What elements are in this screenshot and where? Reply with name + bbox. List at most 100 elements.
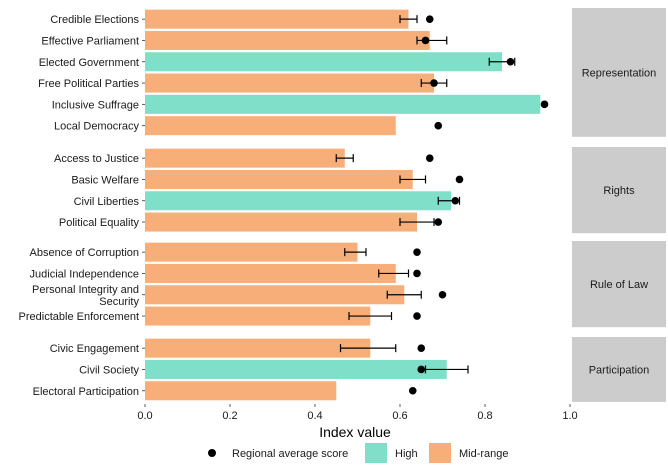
average-point [425, 154, 434, 162]
average-point [506, 57, 515, 66]
legend-label: High [395, 448, 418, 460]
legend-item-regional-average-score: Regional average score [208, 448, 348, 460]
y-tick-label: Elected Government [39, 57, 139, 69]
row-political-equality: Political Equality [59, 212, 443, 232]
x-tick-label: 0.2 [222, 410, 237, 422]
y-tick-label: Civic Engagement [50, 343, 139, 355]
y-tick-label: Political Equality [59, 217, 140, 229]
legend-item-high: High [365, 443, 418, 463]
bar [145, 73, 434, 93]
average-point [540, 100, 549, 109]
row-credible-elections: Credible Elections [50, 9, 434, 29]
bar [145, 9, 409, 29]
legend: Regional average score High Mid-range [208, 443, 509, 463]
bar [145, 169, 413, 189]
bar [145, 148, 345, 168]
average-point [455, 175, 464, 184]
legend-key-point [208, 449, 216, 457]
average-point [425, 15, 434, 23]
y-tick-label: Basic Welfare [71, 174, 139, 186]
panel-strip [572, 241, 666, 328]
x-tick-label: 0.6 [392, 410, 407, 422]
legend-key-swatch [365, 443, 387, 463]
x-axis-title: Index value [319, 424, 391, 440]
x-tick-label: 1.0 [562, 410, 577, 422]
bar [145, 191, 451, 211]
legend-label: Mid-range [459, 448, 509, 460]
panel-strip-label: Participation [589, 364, 650, 376]
y-tick-label: Electoral Participation [33, 386, 139, 398]
panel-strip [572, 147, 666, 234]
row-basic-welfare: Basic Welfare [71, 169, 464, 189]
y-tick-label: Absence of Corruption [30, 247, 139, 259]
panel-rule-of-law: Rule of Law Absence of Corruption Judicial… [19, 241, 666, 328]
y-tick-label: Free Political Parties [38, 78, 139, 90]
y-tick-label: Access to Justice [54, 153, 139, 165]
row-inclusive-suffrage: Inclusive Suffrage [52, 94, 549, 114]
bar [145, 359, 447, 379]
x-tick-label: 0.8 [477, 410, 492, 422]
average-point [413, 269, 421, 278]
row-absence-of-corruption: Absence of Corruption [30, 242, 421, 262]
chart-panels: Representation Credible Elections Effectiv… [19, 8, 666, 402]
panel-strip [572, 8, 666, 137]
bar [145, 52, 502, 72]
bar [145, 212, 417, 232]
panel-strip-label: Representation [582, 67, 657, 79]
average-point [451, 196, 460, 205]
row-access-to-justice: Access to Justice [54, 148, 434, 168]
label-line: Security [99, 296, 139, 308]
bar [145, 30, 430, 50]
x-tick-label: 0.4 [307, 410, 322, 422]
x-axis: 0.0 0.2 0.4 0.6 0.8 1.0 [137, 404, 578, 422]
y-tick-label: Credible Elections [50, 14, 139, 26]
bar [145, 285, 405, 305]
row-elected-government: Elected Government [39, 52, 516, 72]
y-tick-label: Inclusive Suffrage [52, 99, 139, 111]
label-line: Personal Integrity and [32, 284, 139, 296]
row-free-political-parties: Free Political Parties [38, 73, 448, 93]
panel-participation: Participation Civic Engagement Civil Socie… [33, 337, 666, 402]
bar [145, 338, 371, 358]
panel-strip-label: Rule of Law [590, 279, 648, 291]
bar [145, 116, 396, 136]
panel-rights: Rights Access to Justice Basic Welfare Civi… [54, 147, 666, 234]
row-civic-engagement: Civic Engagement [50, 338, 426, 358]
legend-item-mid-range: Mid-range [429, 443, 509, 463]
average-point [417, 344, 426, 352]
legend-label: Regional average score [232, 448, 348, 460]
panel-strip-label: Rights [603, 185, 635, 197]
bar [145, 242, 358, 262]
average-point [430, 79, 438, 87]
bar [145, 381, 337, 401]
y-tick-label: Judicial Independence [30, 268, 139, 280]
y-tick-label: Local Democracy [54, 121, 139, 133]
y-tick-label: Effective Parliament [41, 35, 139, 47]
average-point [408, 386, 417, 395]
average-point [434, 218, 443, 226]
average-point [438, 290, 447, 299]
bar [145, 94, 541, 114]
panel-representation: Representation Credible Elections Effectiv… [38, 8, 666, 137]
row-civil-society: Civil Society [79, 359, 469, 379]
y-tick-label: Predictable Enforcement [19, 311, 139, 323]
average-point [421, 36, 430, 45]
bar [145, 263, 396, 283]
average-point [413, 248, 421, 256]
panel-strip [572, 337, 666, 402]
y-tick-label: Civil Society [79, 364, 139, 376]
average-point [413, 312, 421, 320]
row-predictable-enforcement: Predictable Enforcement [19, 306, 421, 326]
row-local-democracy: Local Democracy [54, 116, 443, 136]
row-personal-integrity-and-security: Personal Integrity and Security [32, 284, 447, 308]
row-electoral-participation: Electoral Participation [33, 381, 417, 401]
row-judicial-independence: Judicial Independence [30, 263, 421, 283]
x-tick-label: 0.0 [137, 410, 152, 422]
y-tick-label: Personal Integrity and Security [32, 284, 140, 308]
row-effective-parliament: Effective Parliament [41, 30, 448, 50]
average-point [417, 365, 426, 374]
y-tick-label: Civil Liberties [74, 196, 140, 208]
average-point [434, 121, 443, 130]
row-civil-liberties: Civil Liberties [74, 191, 461, 211]
